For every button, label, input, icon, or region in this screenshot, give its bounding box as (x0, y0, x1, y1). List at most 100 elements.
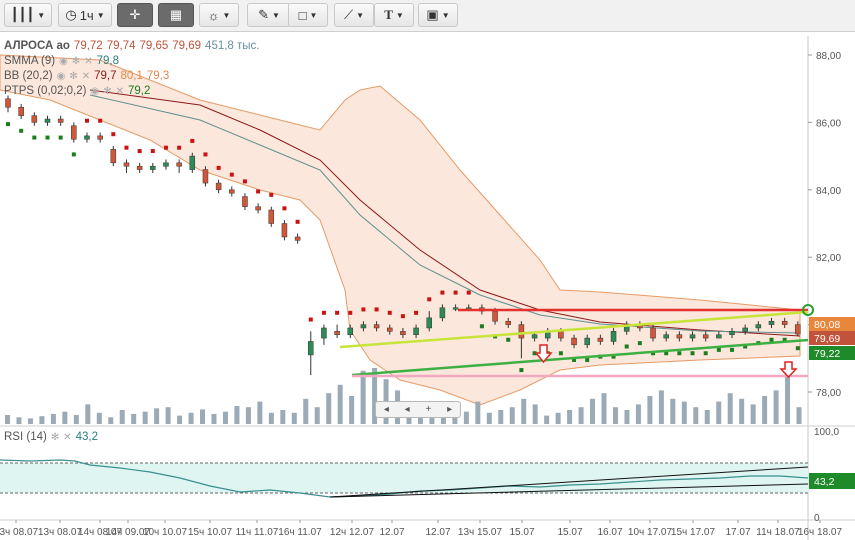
volume-bar (612, 407, 618, 424)
psar-dot (400, 314, 405, 319)
draw-line-button[interactable]: ✎ ▼ (247, 3, 291, 27)
rsi-trend-line (329, 466, 809, 498)
volume-bar (119, 410, 125, 424)
chevron-down-icon: ▼ (356, 10, 365, 20)
rsi-scale-max: 100,0 (814, 427, 839, 438)
eye-icon[interactable]: ◉ (90, 86, 100, 97)
candle-body (505, 320, 511, 325)
bb-label: BB (20,2) (4, 70, 53, 82)
volume-bar (131, 413, 137, 424)
eye-icon[interactable]: ◉ (56, 71, 66, 82)
volume-bar (796, 407, 802, 424)
bb-middle-line (89, 94, 801, 334)
rsi-scale-min: 0 (814, 513, 820, 524)
volume-bar (647, 396, 653, 424)
ptps-label: PTPS (0,02;0,2) (4, 85, 87, 97)
volume-bar (62, 411, 68, 424)
volume-bar (693, 407, 699, 424)
candle-body (110, 149, 117, 164)
candle-body (334, 331, 340, 335)
x-tick-label: 15ч 17.07 (671, 527, 716, 538)
psar-dot (295, 219, 300, 224)
candle-body (44, 118, 51, 123)
zoom-in-icon[interactable]: + (425, 404, 432, 415)
volume-bar (486, 412, 492, 424)
psar-dot (124, 145, 129, 150)
psar-dot (150, 149, 155, 154)
chevron-down-icon: ▼ (37, 10, 46, 20)
candle-body (702, 334, 709, 339)
psar-dot (743, 344, 748, 349)
x-tick-label: 16ч 18.07 (798, 527, 843, 538)
psar-dot (387, 310, 392, 315)
settings-button[interactable]: ☼ ▼ (199, 3, 239, 27)
volume-bar (142, 411, 148, 424)
fibonacci-button[interactable]: ⟋ ▼ (334, 3, 374, 27)
volume-bar (463, 411, 469, 424)
down-arrow-marker (779, 361, 798, 379)
volume-bar (440, 412, 446, 424)
volume-bar (567, 410, 573, 424)
close-icon[interactable]: ✕ (84, 56, 93, 67)
psar-dot (427, 297, 432, 302)
volume-bar (658, 390, 664, 424)
candle-body (360, 324, 367, 329)
eye-icon[interactable]: ◉ (59, 56, 68, 67)
scroll-back-icon[interactable]: ◂ (404, 404, 410, 415)
image-button[interactable]: ▣ ▼ (418, 3, 458, 27)
candle-body (347, 327, 354, 335)
x-tick-label: 11ч 11.07 (236, 527, 279, 538)
bollinger-band (0, 54, 801, 406)
indicators-button[interactable]: ▦ (158, 3, 194, 27)
target-circle-marker (802, 304, 814, 316)
psar-dot (216, 165, 221, 170)
psar-dot (730, 347, 735, 352)
candle-body (742, 327, 748, 332)
candles-button[interactable]: ┃┃┃ ▼ (4, 3, 52, 27)
psar-dot (572, 357, 577, 362)
volume-bar (681, 401, 687, 424)
candle-body (229, 189, 235, 194)
candle-body (795, 324, 801, 335)
psar-dot (624, 344, 629, 349)
timeframe-button[interactable]: ◷ 1ч ▼ (58, 3, 112, 27)
chart-navigator[interactable]: ◂ ◂ + ▸ (375, 401, 461, 418)
price-chart[interactable]: 88,0086,0084,0082,0080,0078,0080,0879,69… (0, 31, 855, 540)
close-icon[interactable]: ✕ (115, 86, 124, 97)
volume-bar (739, 398, 745, 424)
psar-dot (479, 324, 484, 329)
volume-bar (291, 412, 297, 424)
candle-body (123, 162, 130, 167)
candle-body (71, 125, 77, 140)
text-button[interactable]: T ▼ (374, 3, 414, 27)
gear-icon[interactable]: ✻ (103, 86, 112, 97)
scroll-left-icon[interactable]: ◂ (383, 404, 389, 415)
volume-bar (188, 412, 194, 424)
close-icon[interactable]: ✕ (81, 71, 91, 82)
candle-body (781, 320, 788, 325)
bb-row: BB (20,2) ◉ ✻ ✕ 79,7 80,1 79,3 (4, 69, 260, 84)
volume-bar (268, 412, 274, 424)
gear-icon[interactable]: ✻ (71, 56, 81, 67)
close-icon[interactable]: ✕ (63, 431, 72, 443)
crosshair-button[interactable]: ✛ (117, 3, 153, 27)
gear-icon[interactable]: ✻ (50, 431, 60, 443)
psar-dot (795, 346, 800, 351)
psar-dot (690, 351, 695, 356)
psar-dot (269, 192, 274, 197)
timeframe-label: 1ч (79, 7, 94, 23)
volume-bar (750, 404, 756, 424)
candle-body (18, 106, 24, 116)
shapes-button[interactable]: □ ▼ (288, 3, 328, 27)
candle-body (189, 155, 196, 170)
x-tick-label: 14ч 08.07 (78, 527, 123, 538)
volume-bar (177, 415, 183, 424)
candle-body (202, 169, 209, 184)
scroll-right-icon[interactable]: ▸ (447, 404, 453, 415)
candle-body (650, 327, 656, 339)
bb-lower-value: 79,3 (146, 70, 170, 82)
ptps-row: PTPS (0,02;0,2) ◉ ✻ ✕ 79,2 (4, 84, 260, 99)
chevron-down-icon: ▼ (441, 10, 450, 20)
candle-body (281, 223, 288, 238)
gear-icon[interactable]: ✻ (69, 71, 78, 82)
